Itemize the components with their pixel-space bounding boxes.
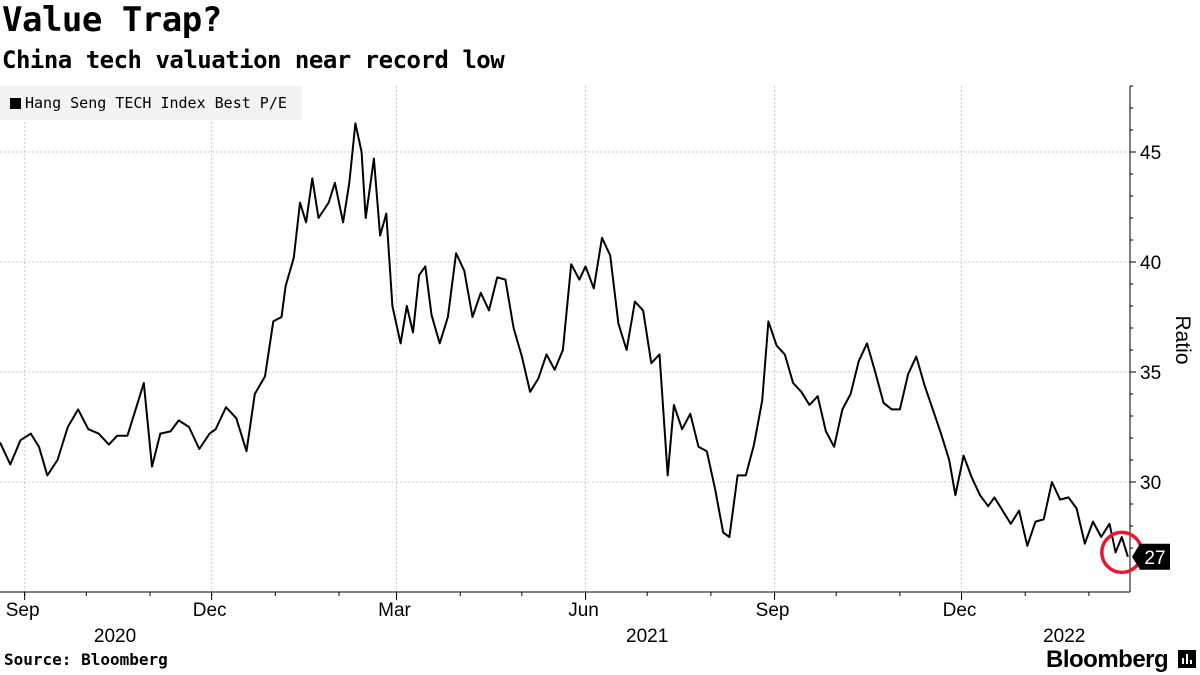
x-year-label: 2022: [1043, 626, 1085, 647]
legend-swatch: [10, 97, 21, 109]
labels: 30 35 40 45 Sep Dec Mar Jun Sep Dec 2020 2021 2022 Ra…: [6, 143, 1194, 647]
x-year-label: 2021: [626, 626, 668, 647]
x-year-label: 2020: [94, 626, 136, 647]
x-tick-label: Dec: [193, 600, 227, 621]
x-tick-label: Dec: [943, 600, 977, 621]
bar-chart-icon: [1178, 650, 1196, 668]
x-tick-label: Sep: [756, 600, 790, 621]
series: [0, 122, 1144, 575]
y-tick-label: 35: [1140, 363, 1161, 384]
y-axis-title: Ratio: [1171, 315, 1194, 364]
x-tick-label: Jun: [568, 600, 599, 621]
y-tick-label: 30: [1140, 473, 1161, 494]
chart-subtitle: China tech valuation near record low: [2, 46, 505, 74]
y-tick-label: 40: [1140, 253, 1161, 274]
last-value-label: 27: [1144, 548, 1165, 569]
legend-label: Hang Seng TECH Index Best P/E: [25, 94, 287, 112]
axes: [0, 85, 1136, 600]
x-tick-label: Sep: [6, 600, 40, 621]
series-line: [0, 122, 1129, 558]
brand-logo: Bloomberg: [1046, 646, 1169, 673]
x-tick-label: Mar: [378, 600, 411, 621]
chart-title: Value Trap?: [2, 0, 222, 40]
source-note: Source: Bloomberg: [4, 650, 168, 669]
legend: Hang Seng TECH Index Best P/E: [0, 86, 302, 120]
last-value-badge: [1132, 543, 1170, 570]
grid: [0, 86, 1130, 592]
y-tick-label: 45: [1140, 143, 1161, 164]
